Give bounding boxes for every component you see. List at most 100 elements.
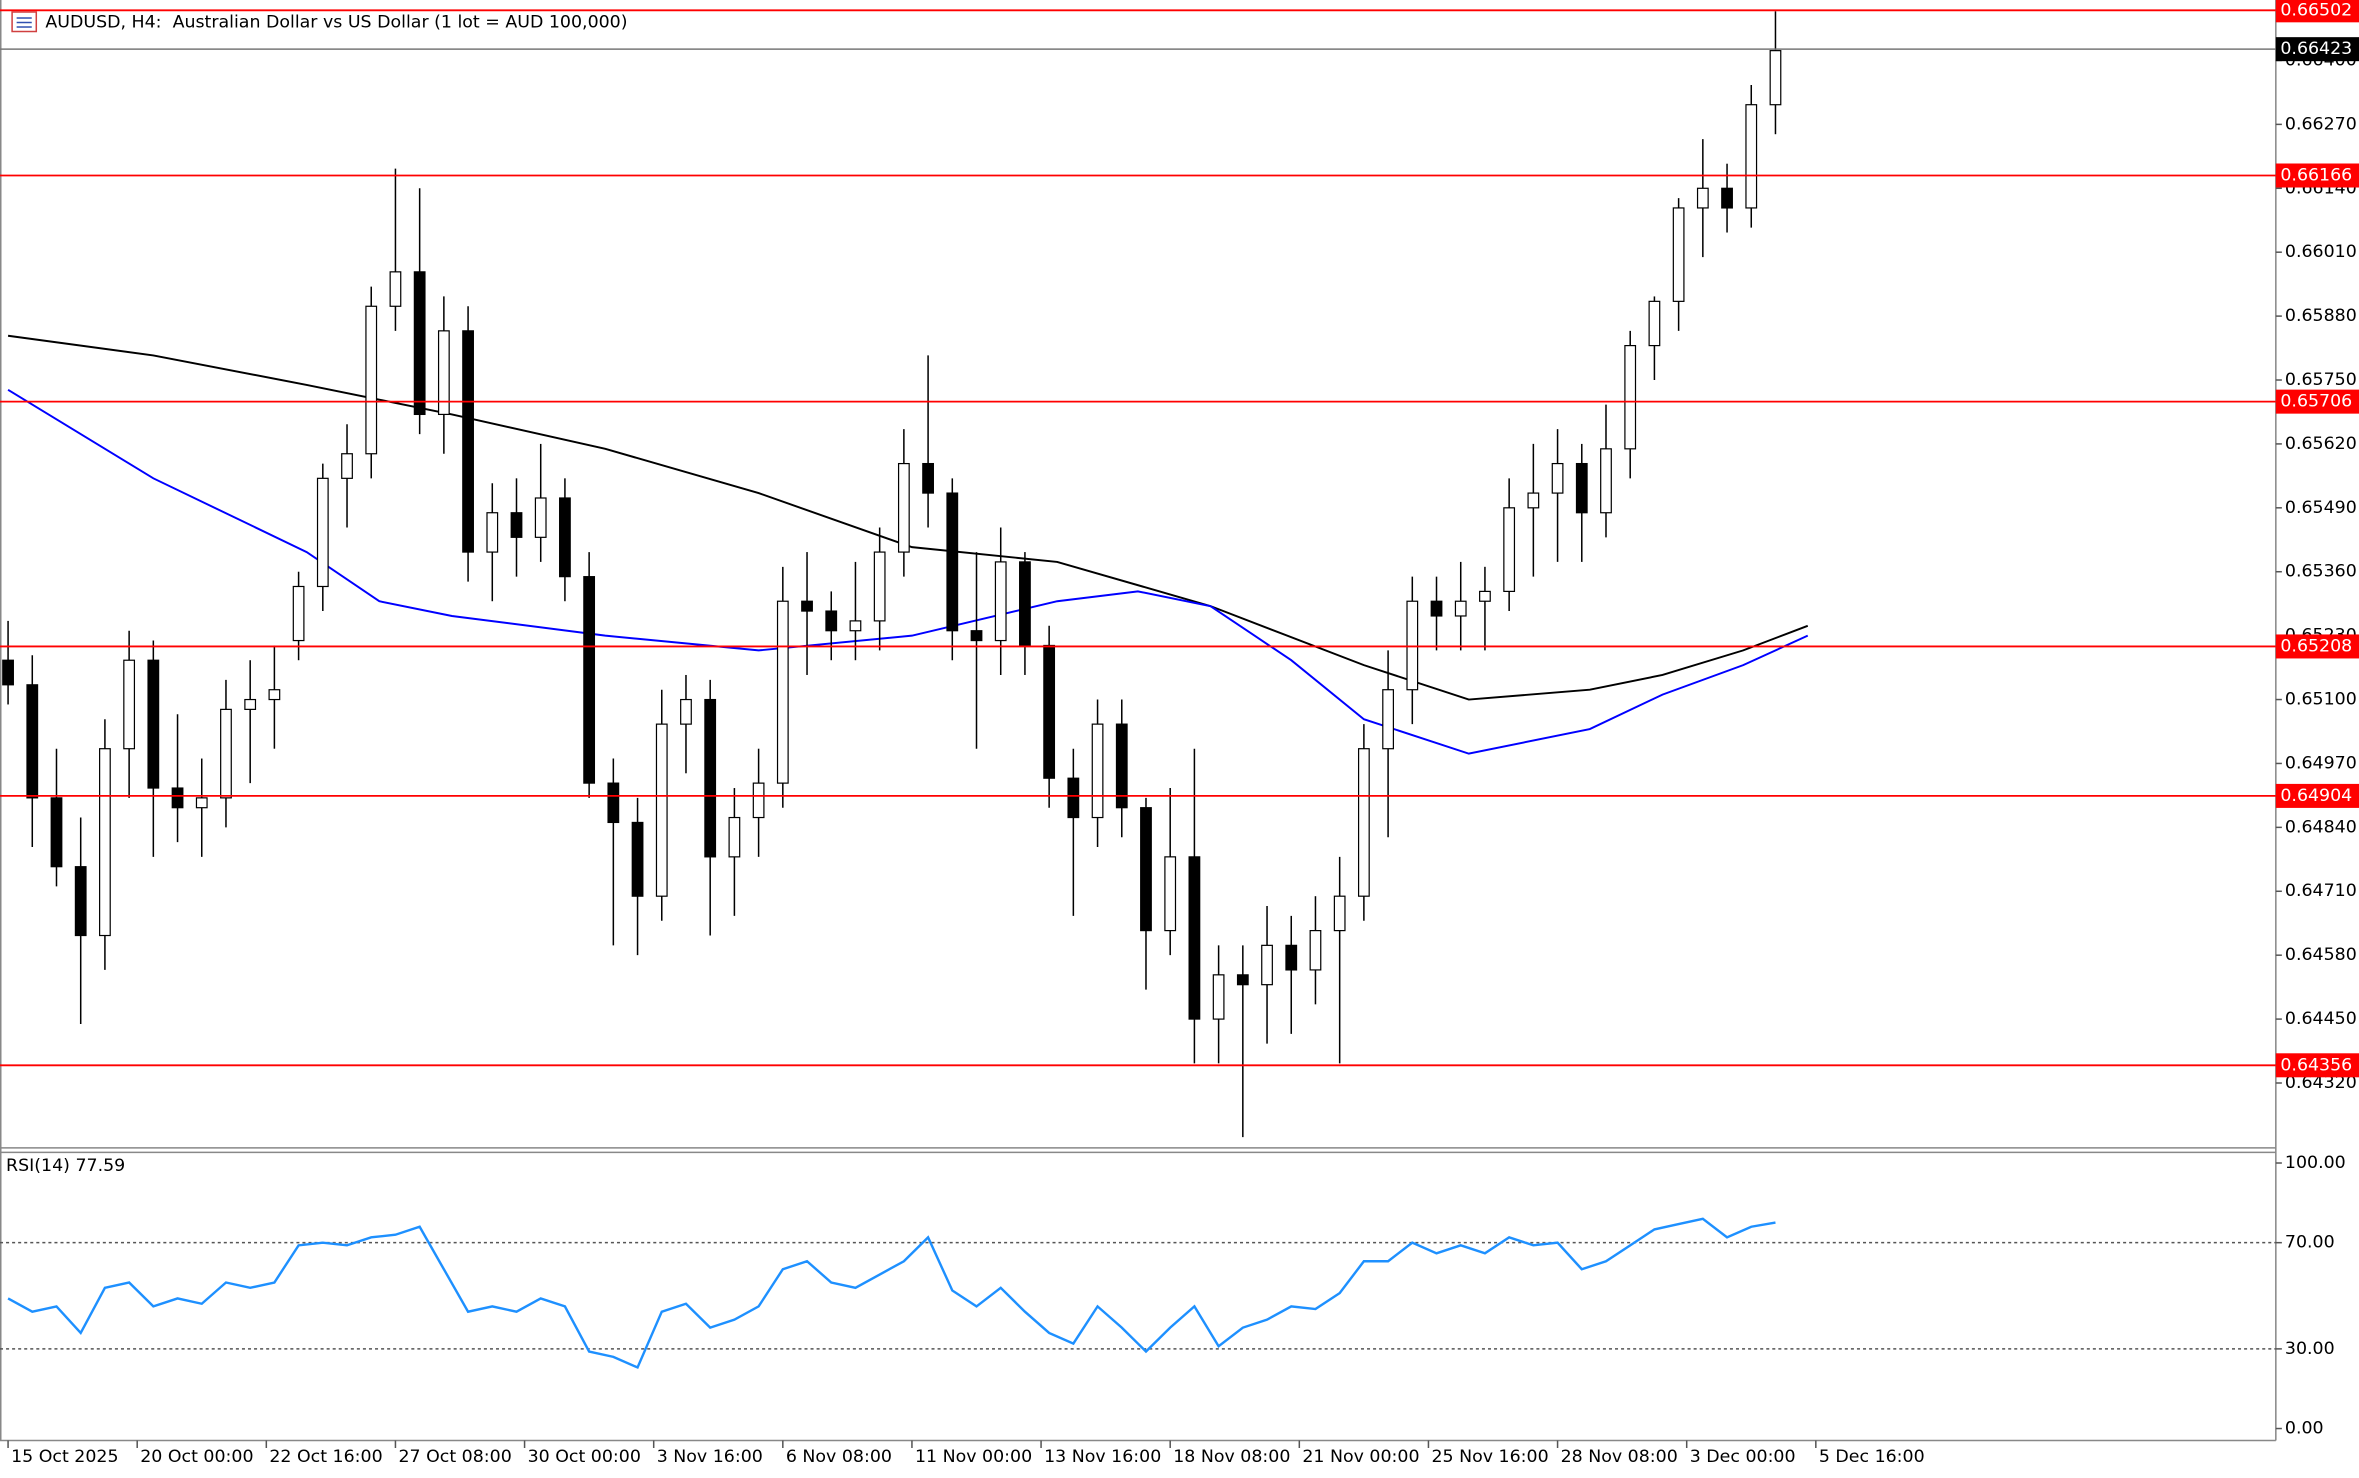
x-tick-label: 13 Nov 16:00 [1044, 1447, 1161, 1467]
level-tag [2275, 634, 2359, 659]
candle-body [220, 708, 232, 799]
x-tick-label: 20 Oct 00:00 [140, 1447, 253, 1467]
chart-title: AUDUSD, H4: Australian Dollar vs US Doll… [45, 13, 627, 33]
candle-body [1503, 507, 1516, 592]
candle-body [1406, 600, 1419, 691]
candle-body [1140, 807, 1152, 932]
x-tick-label: 3 Dec 00:00 [1690, 1447, 1796, 1467]
candle-body [1019, 561, 1031, 647]
level-label: 0.64904 [2280, 786, 2352, 806]
y-tick-label: 0.64580 [2285, 945, 2357, 965]
candle-body [1043, 644, 1056, 779]
y-tick-label: 0.65750 [2285, 370, 2357, 390]
y-tick-label: 0.64710 [2285, 881, 2357, 901]
candle-body [583, 576, 596, 784]
candle-body [1745, 104, 1758, 209]
x-tick-label: 3 Nov 16:00 [657, 1447, 763, 1467]
candle-body [1721, 187, 1733, 209]
candle-body [1696, 187, 1709, 209]
y-tick-label: 0.65490 [2285, 498, 2357, 518]
candle-body [1624, 344, 1637, 450]
candle-body [292, 585, 305, 642]
candle-body [486, 512, 499, 553]
candle-body [1188, 856, 1201, 1020]
candle-body [1575, 462, 1588, 514]
candle-body [244, 698, 257, 710]
level-tag [2275, 783, 2359, 808]
level-tag [2275, 389, 2359, 414]
last-price-label: 0.66423 [2280, 39, 2352, 59]
candle-body [341, 453, 353, 479]
candle-body [873, 551, 886, 622]
y-tick-label: 0.64970 [2285, 753, 2357, 773]
y-tick-label: 30.00 [2285, 1339, 2335, 1359]
candle-body [680, 698, 692, 725]
candle-body [897, 462, 910, 553]
candle-body [413, 271, 426, 416]
candle-body [631, 821, 644, 897]
level-label: 0.64356 [2280, 1055, 2352, 1075]
y-tick-label: 0.64320 [2285, 1073, 2357, 1093]
candle-body [1648, 300, 1661, 347]
candle-body [1672, 207, 1685, 302]
candle-body [728, 816, 741, 858]
moving-average [7, 389, 1809, 755]
candle-body [389, 271, 402, 307]
candle-body [1285, 944, 1298, 971]
level-tag [2275, 0, 2359, 23]
candle-body [26, 684, 39, 799]
moving-average [7, 334, 1809, 701]
candle-body [1067, 777, 1080, 819]
level-label: 0.65706 [2280, 392, 2352, 412]
candle-body [534, 497, 547, 538]
candle-body [171, 787, 184, 809]
y-tick-label: 0.64450 [2285, 1009, 2357, 1029]
y-tick-label: 0.66270 [2285, 114, 2357, 134]
x-tick-label: 27 Oct 08:00 [398, 1447, 511, 1467]
y-tick-label: 0.65620 [2285, 434, 2357, 454]
candle-body [1454, 600, 1467, 617]
level-tag [2275, 1053, 2359, 1078]
candle-body [922, 462, 934, 494]
candle-body [1212, 974, 1225, 1020]
candle-body [655, 723, 668, 897]
candle-body [1551, 462, 1564, 494]
y-tick-label: 0.65100 [2285, 690, 2357, 710]
last-price-tag [2275, 37, 2359, 62]
level-tag [2275, 163, 2359, 188]
candle-body [123, 659, 136, 750]
x-tick-label: 5 Dec 16:00 [1819, 1447, 1925, 1467]
candle-body [704, 698, 717, 858]
candle-body [437, 330, 450, 416]
candle-body [74, 866, 87, 937]
rsi-title: RSI(14) 77.59 [6, 1156, 125, 1176]
candle-body [1769, 50, 1782, 106]
candle-body [1261, 944, 1273, 986]
x-tick-label: 11 Nov 00:00 [915, 1447, 1032, 1467]
candle-body [316, 477, 329, 588]
y-tick-label: 100.00 [2285, 1153, 2346, 1173]
x-tick-label: 18 Nov 08:00 [1173, 1447, 1290, 1467]
candle-body [1479, 590, 1491, 602]
candle-body [2, 659, 14, 686]
candle-body [1115, 723, 1128, 809]
candle-body [365, 305, 378, 455]
candle-body [1236, 974, 1249, 986]
candle-body [1309, 930, 1322, 971]
candle-body [462, 330, 474, 553]
candle-body [559, 497, 571, 578]
candle-body [1357, 748, 1370, 897]
candle-body [1527, 492, 1540, 509]
candle-body [510, 512, 523, 538]
x-tick-label: 22 Oct 16:00 [269, 1447, 382, 1467]
x-tick-label: 25 Nov 16:00 [1431, 1447, 1548, 1467]
y-tick-label: 0.65360 [2285, 562, 2357, 582]
candle-body [147, 659, 160, 789]
candle-body [752, 782, 765, 819]
candle-body [849, 620, 862, 632]
symbol-icon [11, 11, 38, 33]
x-tick-label: 15 Oct 2025 [11, 1447, 118, 1467]
candle-body [1333, 895, 1346, 932]
